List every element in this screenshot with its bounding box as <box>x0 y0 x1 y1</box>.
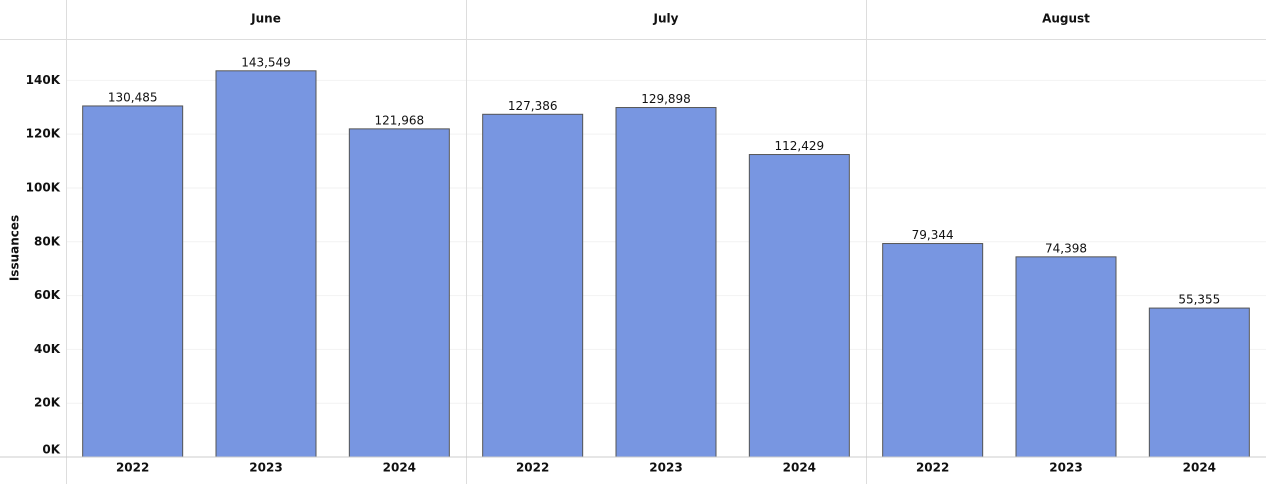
bar <box>1015 256 1117 458</box>
bar <box>748 154 850 458</box>
value-label: 74,398 <box>1045 241 1087 255</box>
bar <box>82 105 184 458</box>
y-tick-label: 100K <box>26 180 61 194</box>
facet-title: July <box>653 12 679 26</box>
bar <box>615 107 717 458</box>
facet-title: June <box>250 12 281 26</box>
x-tick-label: 2023 <box>649 461 682 475</box>
value-label: 127,386 <box>508 99 558 113</box>
value-label: 121,968 <box>375 113 425 127</box>
x-tick-label: 2024 <box>1183 461 1216 475</box>
bar <box>215 70 317 458</box>
x-tick-label: 2023 <box>1049 461 1082 475</box>
y-axis-label: Issuances <box>8 215 22 281</box>
y-tick-label: 80K <box>34 234 61 248</box>
bar <box>348 128 450 458</box>
y-tick-label: 0K <box>42 443 60 457</box>
value-label: 143,549 <box>241 55 291 69</box>
bar <box>482 113 584 458</box>
value-label: 112,429 <box>775 139 825 153</box>
y-tick-label: 60K <box>34 288 61 302</box>
x-tick-label: 2022 <box>916 461 949 475</box>
x-tick-label: 2022 <box>116 461 149 475</box>
x-tick-label: 2024 <box>783 461 816 475</box>
x-tick-label: 2023 <box>249 461 282 475</box>
x-tick-label: 2022 <box>516 461 549 475</box>
bar <box>882 243 984 458</box>
facet-title: August <box>1042 12 1090 26</box>
x-tick-label: 2024 <box>383 461 416 475</box>
value-label: 130,485 <box>108 90 158 104</box>
y-tick-label: 20K <box>34 396 61 410</box>
y-tick-label: 120K <box>26 127 61 141</box>
value-label: 55,355 <box>1178 293 1220 307</box>
value-label: 79,344 <box>912 228 954 242</box>
value-label: 129,898 <box>641 92 691 106</box>
y-tick-label: 140K <box>26 73 61 87</box>
bar <box>1148 307 1250 458</box>
y-tick-label: 40K <box>34 342 61 356</box>
